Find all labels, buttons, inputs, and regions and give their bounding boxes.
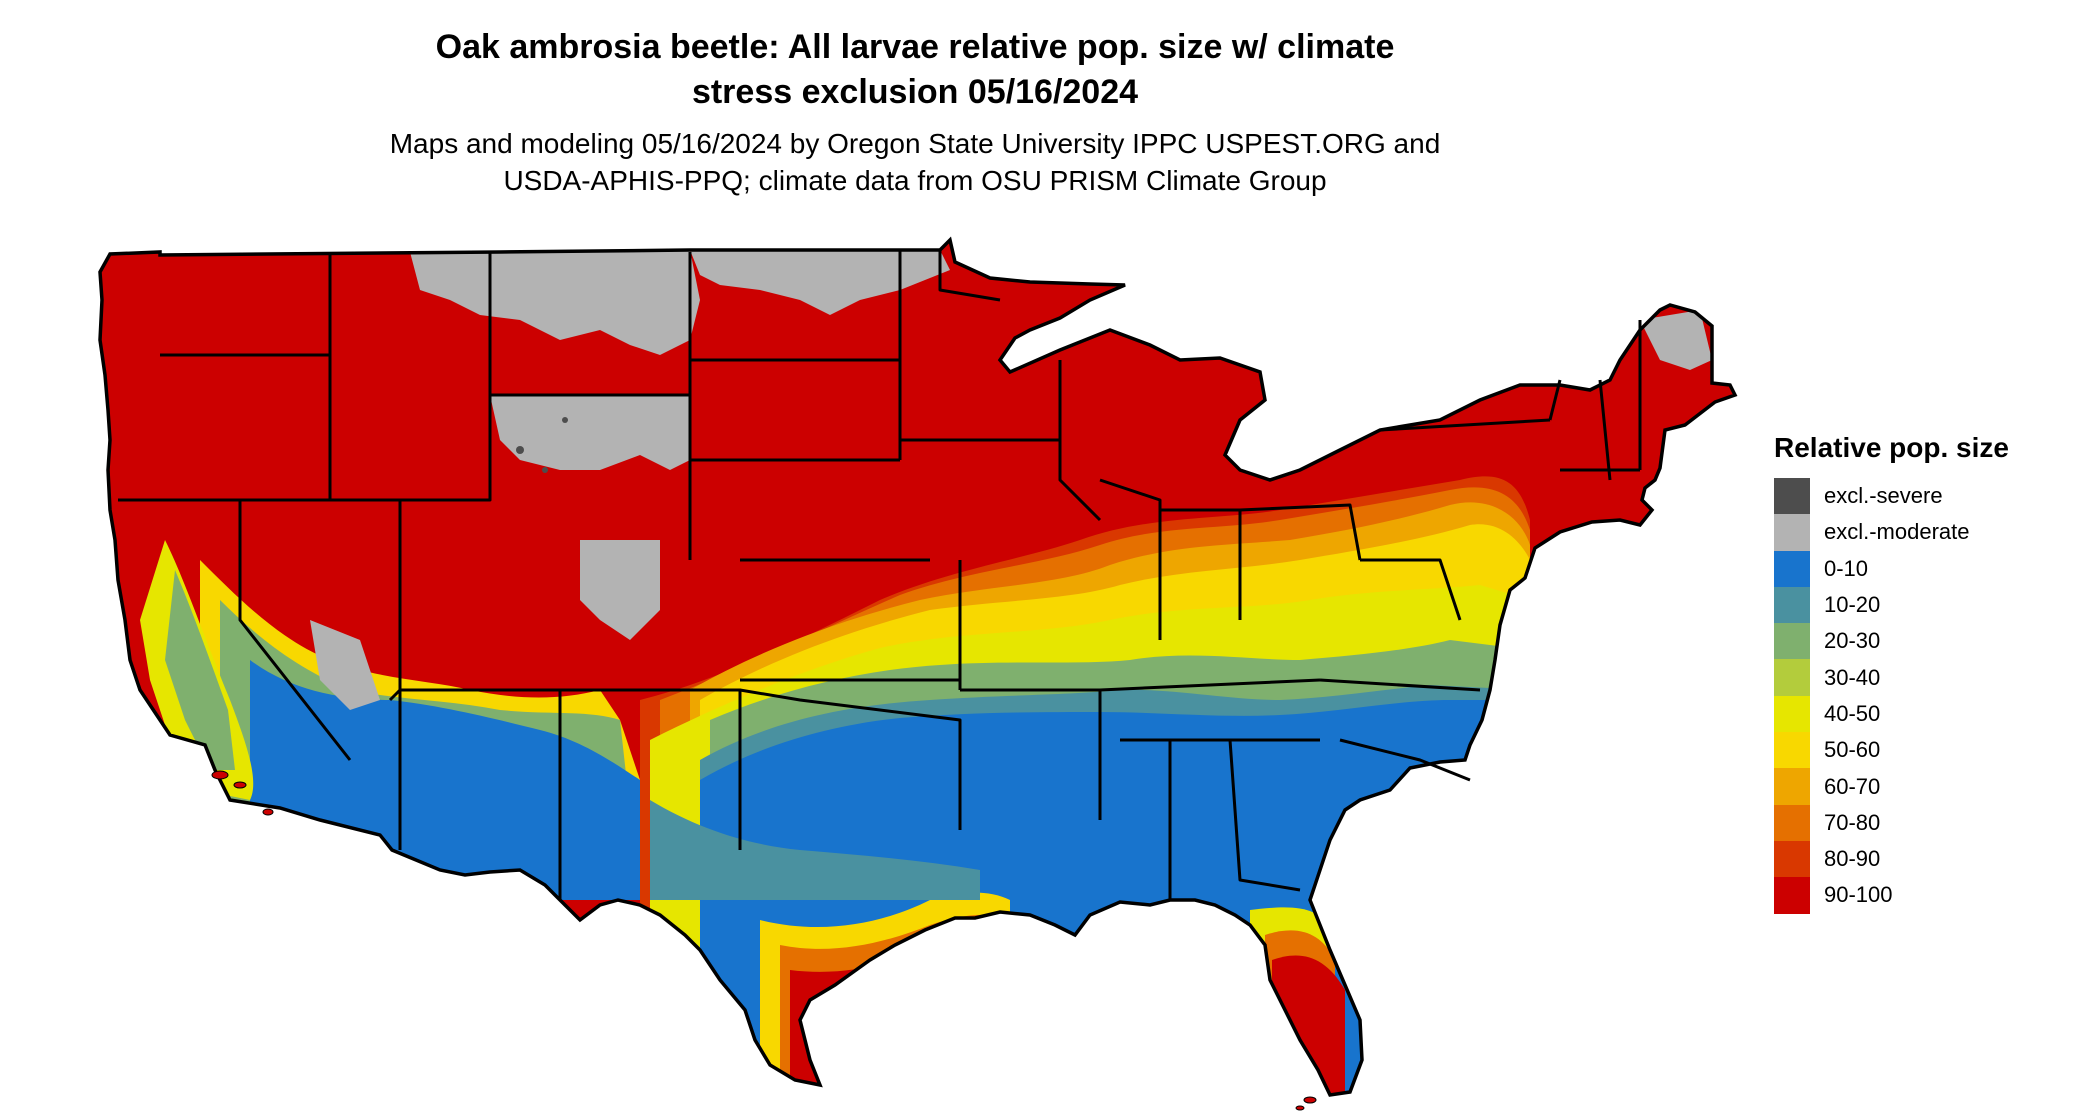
legend-swatch [1774,804,1810,841]
legend-title: Relative pop. size [1774,432,2009,463]
legend-label: 70-80 [1824,809,1881,835]
legend-item: 0-10 [1774,550,2084,587]
legend-label: 80-90 [1824,846,1881,872]
legend-swatch [1774,514,1810,551]
state-borders [118,250,1642,900]
legend-item: 20-30 [1774,623,2084,660]
legend-label: excl.-severe [1824,483,1943,509]
legend-swatch [1774,695,1810,733]
legend-item: 70-80 [1774,804,2084,841]
legend-item: 30-40 [1774,659,2084,696]
legend-swatch [1774,586,1810,624]
legend-label: 40-50 [1824,700,1881,726]
legend-swatch [1774,623,1810,660]
us-risk-map [98,238,1737,1111]
legend-swatch [1774,840,1810,878]
map-subtitle-line-2: USDA-APHIS-PPQ; climate data from OSU PR… [503,165,1327,196]
legend-label: 30-40 [1824,664,1881,690]
legend-swatch [1774,478,1810,515]
legend-label: 60-70 [1824,773,1881,799]
legend-swatch [1774,768,1810,805]
legend-item: 90-100 [1774,877,2084,914]
legend-item: 80-90 [1774,840,2084,878]
legend-label: 0-10 [1824,555,1869,581]
legend-item: excl.-severe [1774,478,2084,515]
legend-item: 50-60 [1774,732,2084,769]
legend-item: 60-70 [1774,768,2084,805]
legend-label: excl.-moderate [1824,519,1970,545]
legend: Relative pop. size excl.-severe excl.-mod… [1774,430,2084,914]
legend-label: 50-60 [1824,737,1881,763]
legend-swatch [1774,659,1810,696]
legend-swatch [1774,732,1810,769]
legend-item: excl.-moderate [1774,514,2084,551]
map-subtitle-line-1: Maps and modeling 05/16/2024 by Oregon S… [389,128,1441,159]
legend-swatch [1774,550,1810,587]
legend-label: 20-30 [1824,628,1881,654]
legend-item: 40-50 [1774,695,2084,733]
map-title-line-1: Oak ambrosia beetle: All larvae relative… [435,28,1395,66]
legend-item: 10-20 [1774,586,2084,624]
legend-swatch [1774,877,1810,914]
legend-label: 10-20 [1824,592,1881,618]
map-title-line-2: stress exclusion 05/16/2024 [691,73,1139,111]
legend-label: 90-100 [1824,882,1893,908]
